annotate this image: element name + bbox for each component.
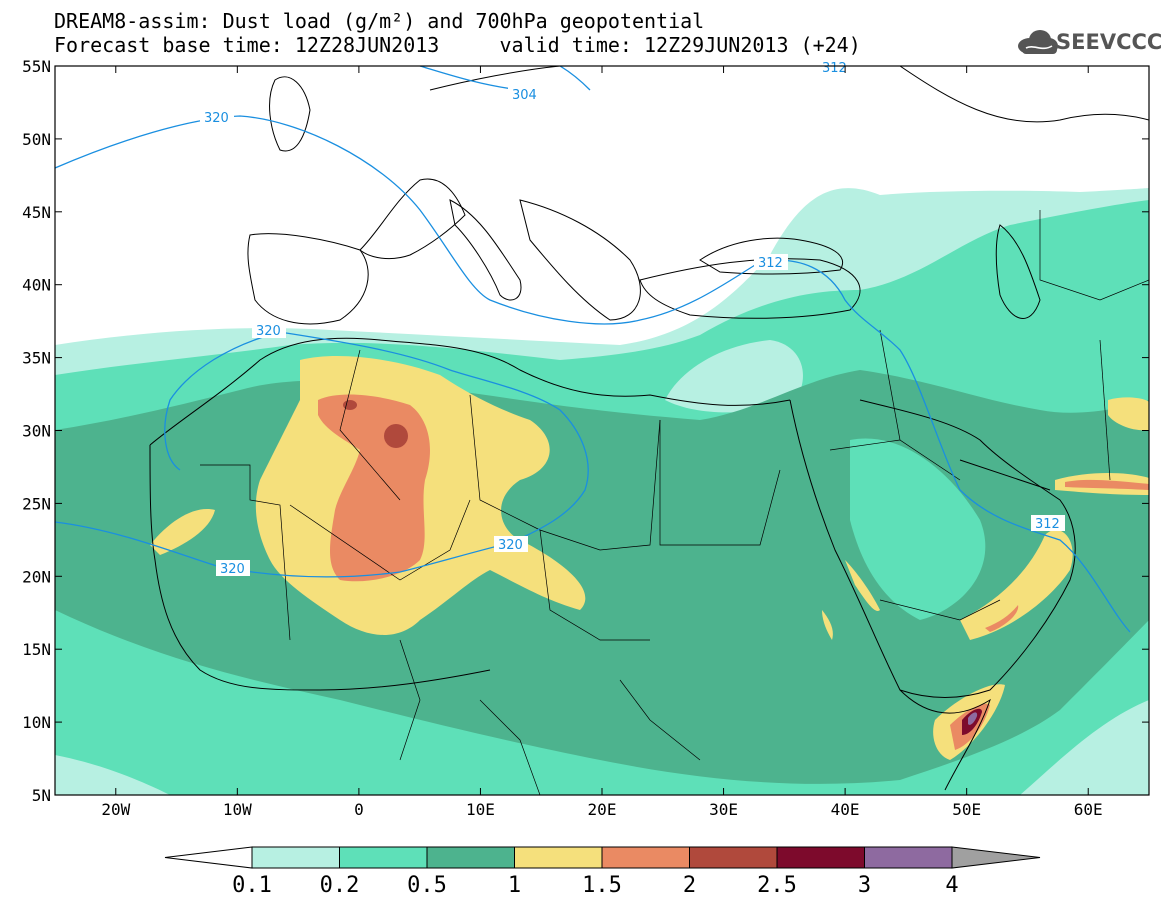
longitude-axis: 20W 10W 0 10E 20E 30E 40E 50E 60E [101, 66, 1103, 819]
colorbar-label: 4 [945, 873, 958, 898]
dust-band-1-oman [960, 529, 1073, 640]
coastlines [149, 66, 1149, 791]
logo [1018, 30, 1058, 54]
lat-tick-label: 55N [22, 57, 51, 76]
colorbar-segment [339, 846, 428, 869]
lon-tick-label: 30E [709, 800, 738, 819]
lat-tick-label: 20N [22, 567, 51, 586]
dust-band-1.5-oman [985, 605, 1019, 632]
colorbar-over-triangle [951, 846, 1041, 869]
contour-label: 312 [1035, 517, 1060, 532]
lon-tick-label: 20W [101, 800, 130, 819]
lat-tick-label: 5N [32, 786, 51, 805]
lat-tick-label: 40N [22, 276, 51, 295]
dust-band-1-west-coast [150, 509, 215, 555]
colorbar-segment [689, 846, 778, 869]
contour-label: 304 [512, 88, 537, 103]
lon-tick-label: 0 [354, 800, 364, 819]
colorbar-label: 3 [858, 873, 871, 898]
contour-label: 320 [220, 562, 245, 577]
colorbar-segment [426, 846, 515, 869]
geopotential-contours [55, 66, 1131, 633]
colorbar-label: 0.5 [407, 873, 447, 898]
colorbar-label: 1.5 [582, 873, 622, 898]
cloud-icon [1018, 30, 1058, 54]
dust-band-3-somalia [968, 712, 978, 725]
dust-spot-2-a [384, 424, 408, 448]
contour-labels: 320 320 320 320 304 312 312 312 [200, 61, 1065, 577]
dust-pocket-arabia [850, 438, 986, 620]
dust-pocket-mediterranean [665, 340, 803, 413]
lon-tick-label: 20E [588, 800, 617, 819]
dust-band-1-iran [1108, 397, 1149, 431]
dust-spot-2-b [343, 400, 357, 410]
logo-text: SEEVCCC [1056, 30, 1163, 54]
lat-tick-label: 15N [22, 640, 51, 659]
lat-tick-label: 30N [22, 422, 51, 441]
colorbar-segment [514, 846, 603, 869]
contour-label: 312 [758, 256, 783, 271]
contour-label: 312 [822, 61, 847, 76]
dust-band-1.5-gulf [1065, 479, 1149, 490]
colorbar-label: 2.5 [757, 873, 797, 898]
contour-label: 320 [256, 324, 281, 339]
colorbar: 0.1 0.2 0.5 1 1.5 2 2.5 3 4 [164, 846, 1041, 898]
dust-band-1-red-sea-a [845, 560, 880, 611]
lon-tick-label: 40E [831, 800, 860, 819]
contour-label: 320 [498, 538, 523, 553]
contour-label: 320 [204, 111, 229, 126]
lon-tick-label: 10E [466, 800, 495, 819]
map-title-line2: Forecast base time: 12Z28JUN2013 valid t… [54, 33, 861, 57]
colorbar-label: 1 [508, 873, 521, 898]
lat-tick-label: 25N [22, 494, 51, 513]
lat-tick-label: 10N [22, 713, 51, 732]
dust-band-1-red-sea-b [822, 610, 833, 640]
borders [200, 210, 1149, 795]
lon-tick-label: 50E [952, 800, 981, 819]
colorbar-segment [251, 846, 340, 869]
colorbar-label: 0.2 [320, 873, 360, 898]
lat-tick-label: 45N [22, 203, 51, 222]
colorbar-label: 2 [683, 873, 696, 898]
colorbar-segment [601, 846, 690, 869]
colorbar-segment [776, 846, 865, 869]
latitude-axis: 55N 50N 45N 40N 35N 30N 25N 20N 15N 10N 5N [22, 57, 1149, 805]
lat-tick-label: 35N [22, 349, 51, 368]
lon-tick-label: 10W [223, 800, 252, 819]
map-title-line1: DREAM8-assim: Dust load (g/m²) and 700hP… [54, 9, 705, 33]
colorbar-segment [864, 846, 953, 869]
lon-tick-label: 60E [1074, 800, 1103, 819]
colorbar-under-triangle [164, 846, 253, 869]
colorbar-label: 0.1 [232, 873, 272, 898]
lat-tick-label: 50N [22, 130, 51, 149]
